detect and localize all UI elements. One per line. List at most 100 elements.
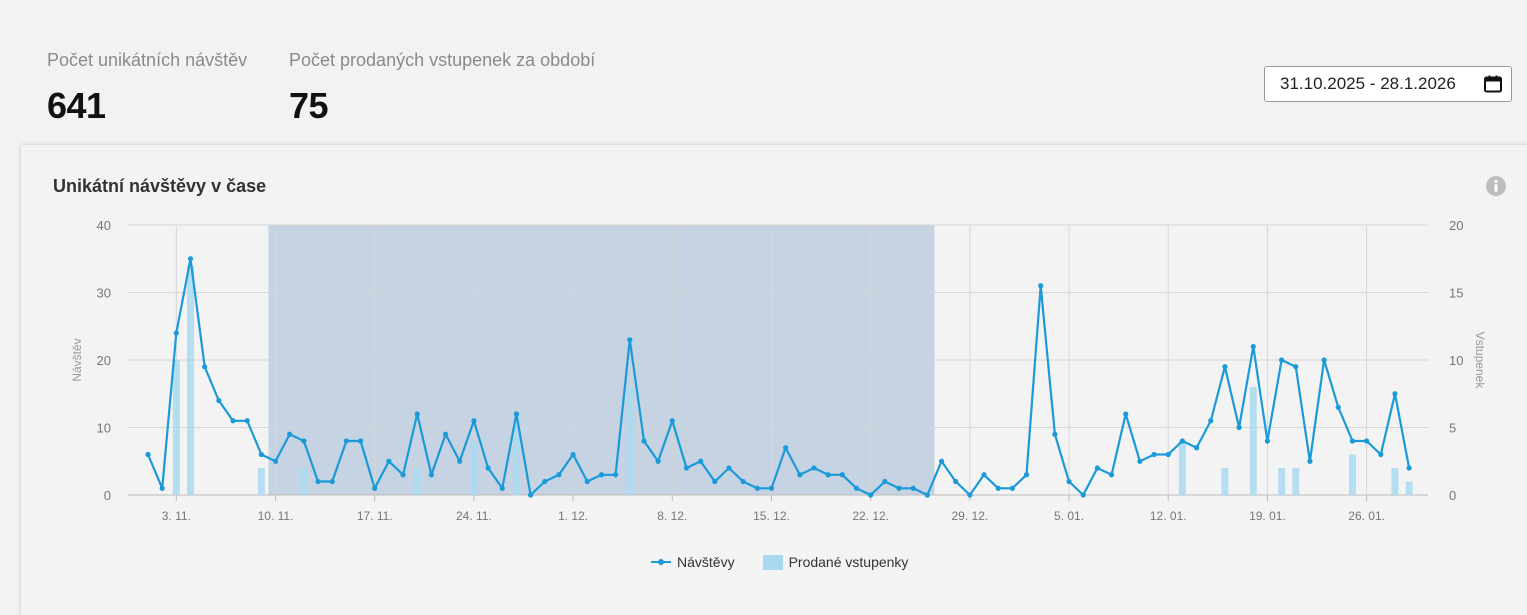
visits-point — [995, 485, 1001, 491]
chart-legend: Návštěvy Prodané vstupenky — [651, 554, 936, 570]
visits-point — [839, 472, 845, 478]
legend-item-tickets[interactable]: Prodané vstupenky — [762, 554, 909, 570]
calendar-icon[interactable] — [1483, 74, 1503, 94]
visits-point — [513, 411, 520, 417]
visits-point — [754, 485, 760, 491]
date-range-value: 31.10.2025 - 28.1.2026 — [1280, 74, 1456, 93]
visits-point — [598, 472, 605, 478]
visits-point — [683, 465, 690, 471]
visits-point — [1066, 478, 1072, 485]
y2-tick-label: 5 — [1449, 421, 1456, 436]
visits-point — [1264, 438, 1271, 444]
x-tick-label: 19. 01. — [1249, 509, 1286, 523]
visits-point — [1364, 438, 1370, 444]
visits-point — [1137, 458, 1143, 464]
visits-point — [613, 472, 619, 478]
legend-item-visits[interactable]: Návštěvy — [651, 554, 735, 570]
ticket-bar — [187, 265, 195, 495]
visits-point — [400, 472, 406, 478]
visits-point — [428, 472, 434, 478]
x-tick-label: 8. 12. — [657, 509, 687, 523]
y-tick-label: 40 — [97, 218, 111, 233]
x-tick-label: 26. 01. — [1348, 509, 1385, 523]
y2-tick-label: 15 — [1449, 286, 1463, 301]
ticket-bar — [470, 441, 478, 495]
ticket-bar — [1391, 468, 1399, 495]
tickets-sold-stat: Počet prodaných vstupenek za období 75 — [289, 50, 595, 127]
ticket-bar — [626, 387, 634, 495]
y-tick-label: 10 — [97, 421, 111, 436]
visits-point — [216, 397, 222, 404]
x-tick-label: 5. 01. — [1054, 509, 1084, 523]
ticket-bar — [512, 414, 520, 495]
visits-point — [783, 445, 789, 451]
visits-point — [938, 458, 945, 464]
ticket-bar — [172, 360, 180, 495]
y-tick-label: 30 — [97, 286, 111, 301]
date-range-picker[interactable]: 31.10.2025 - 28.1.2026 — [1264, 66, 1512, 102]
visits-point — [357, 438, 364, 444]
visits-point — [641, 438, 647, 444]
ticket-bar — [1221, 468, 1229, 495]
visits-point — [1123, 411, 1129, 417]
visits-point — [811, 465, 817, 471]
visits-point — [442, 431, 449, 437]
y2-tick-label: 10 — [1449, 353, 1463, 368]
visits-point — [499, 485, 505, 491]
ticket-bar — [300, 468, 308, 495]
visits-point — [485, 465, 491, 471]
visits-point — [1193, 445, 1200, 451]
visits-point — [1108, 472, 1115, 478]
visits-point — [868, 492, 874, 498]
visits-point — [825, 472, 831, 478]
visits-point — [1080, 492, 1086, 498]
visits-point — [967, 492, 973, 498]
chart-title: Unikátní návštěvy v čase — [53, 176, 267, 196]
ticket-bar — [413, 468, 421, 495]
visits-point — [924, 492, 930, 498]
visits-point — [882, 478, 888, 485]
tickets-sold-label: Počet prodaných vstupenek za období — [289, 50, 596, 70]
visits-point — [896, 485, 902, 491]
y2-axis-title: Vstupenek — [1473, 332, 1487, 390]
visits-point — [1378, 451, 1384, 458]
visits-point — [272, 458, 279, 464]
unique-visits-stat: Počet unikátních návštěv 641 — [47, 50, 247, 127]
visits-point — [768, 485, 775, 491]
visits-point — [457, 458, 463, 464]
visits-point — [669, 418, 675, 424]
unique-visits-label: Počet unikátních návštěv — [47, 50, 248, 70]
visits-point — [910, 485, 916, 491]
x-tick-label: 29. 12. — [952, 509, 989, 523]
info-icon[interactable] — [1486, 176, 1506, 196]
visits-point — [542, 478, 548, 485]
visits-point — [343, 438, 349, 444]
visits-point — [1406, 465, 1412, 471]
visits-point — [287, 431, 293, 437]
visits-point — [1208, 418, 1214, 424]
visits-point — [953, 478, 959, 485]
visits-point — [1222, 364, 1228, 370]
visits-point — [698, 458, 704, 464]
visits-point — [1335, 404, 1341, 410]
visits-point — [1094, 465, 1100, 471]
visits-point — [527, 492, 534, 498]
visits-point — [386, 458, 392, 464]
x-tick-label: 1. 12. — [558, 509, 588, 523]
visits-point — [187, 256, 194, 262]
visits-point — [655, 458, 661, 464]
x-tick-label: 10. 11. — [258, 509, 294, 523]
visits-point — [414, 411, 420, 417]
visits-point — [1009, 485, 1015, 491]
visits-point — [584, 478, 590, 485]
x-tick-label: 15. 12. — [753, 509, 790, 523]
visits-point — [1321, 357, 1327, 363]
visits-point — [1038, 283, 1044, 289]
legend-label-tickets: Prodané vstupenky — [788, 554, 909, 570]
visits-point — [1151, 451, 1157, 458]
ticket-bar — [257, 468, 265, 495]
ticket-bar — [1278, 468, 1286, 495]
visits-point — [173, 330, 179, 336]
ticket-bar — [1249, 387, 1257, 495]
visits-point — [315, 478, 321, 485]
